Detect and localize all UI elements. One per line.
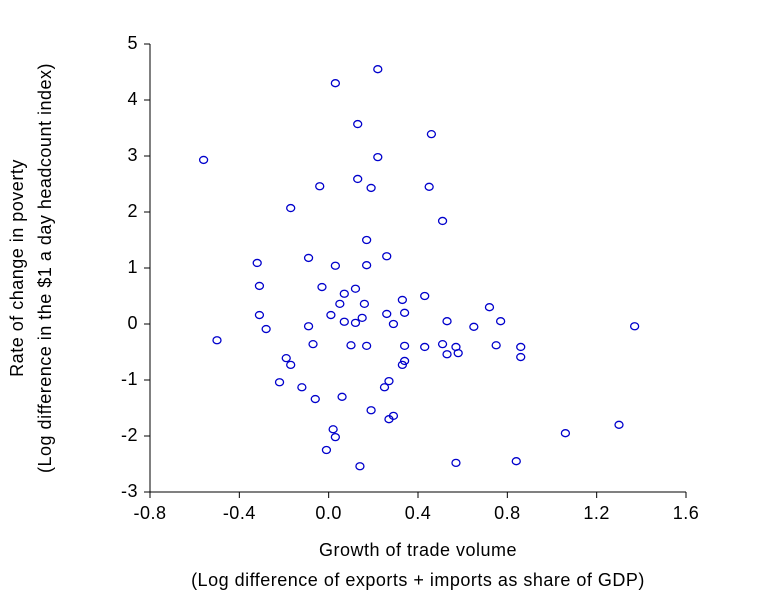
point	[357, 313, 367, 322]
point	[424, 182, 434, 191]
point	[560, 429, 571, 438]
point	[397, 295, 408, 305]
point	[366, 406, 376, 415]
point	[286, 360, 296, 370]
point	[297, 383, 307, 392]
point	[339, 317, 349, 326]
y-axis-subtitle: (Log difference in the $1 a day headcoun…	[35, 63, 55, 473]
x-tick-label: 1.6	[673, 503, 700, 523]
point	[420, 291, 430, 301]
point	[397, 360, 408, 370]
point	[321, 445, 332, 455]
point	[495, 317, 506, 326]
y-tick-label: 3	[127, 145, 138, 165]
x-tick-label: 0.0	[315, 503, 342, 523]
point	[330, 79, 341, 88]
point	[437, 216, 448, 226]
x-axis-title: Growth of trade volume	[319, 540, 517, 560]
point	[315, 182, 325, 191]
point	[330, 261, 341, 270]
x-tick-label: 0.8	[494, 503, 521, 523]
point	[198, 155, 209, 165]
point	[384, 415, 394, 424]
point	[453, 348, 463, 358]
point	[442, 317, 452, 326]
point	[353, 174, 363, 184]
point	[326, 310, 336, 320]
point	[469, 322, 479, 331]
point	[337, 392, 347, 401]
point	[614, 420, 624, 429]
point	[286, 203, 296, 213]
x-tick-label: -0.8	[133, 503, 166, 523]
point	[317, 282, 327, 292]
point	[328, 425, 338, 434]
point	[388, 319, 399, 329]
point	[330, 432, 341, 442]
point	[384, 376, 394, 386]
y-tick-label: 4	[127, 89, 138, 109]
point	[355, 462, 365, 471]
x-tick-label: 0.4	[405, 503, 432, 523]
y-tick-label: -2	[121, 425, 138, 445]
point	[254, 310, 265, 320]
point	[339, 289, 349, 298]
point	[366, 183, 376, 193]
point	[382, 252, 392, 261]
y-tick-label: -3	[121, 481, 138, 501]
point	[252, 258, 262, 268]
point	[516, 352, 526, 362]
point	[254, 281, 265, 291]
x-axis-subtitle: (Log difference of exports + imports as …	[191, 570, 645, 590]
point	[420, 342, 430, 352]
point	[399, 341, 410, 350]
point	[361, 341, 372, 350]
point	[346, 341, 356, 350]
point	[281, 354, 291, 363]
point	[451, 458, 461, 468]
point	[261, 324, 271, 334]
point	[308, 340, 318, 349]
point	[382, 309, 392, 319]
point	[379, 383, 390, 392]
point	[212, 336, 222, 345]
point	[373, 152, 383, 162]
point	[511, 457, 521, 466]
point	[516, 342, 526, 352]
point	[335, 299, 345, 308]
point	[426, 130, 437, 139]
point	[274, 378, 285, 387]
y-tick-label: 5	[127, 33, 138, 53]
y-tick-label: 0	[127, 313, 138, 333]
y-axis-title: Rate of change in poverty	[7, 159, 27, 377]
x-tick-label: -0.4	[223, 503, 256, 523]
x-tick-label: 1.2	[583, 503, 610, 523]
point	[361, 235, 372, 245]
point	[437, 340, 448, 349]
point	[359, 299, 370, 308]
point	[353, 119, 363, 129]
point	[350, 318, 361, 328]
point	[303, 253, 314, 263]
point	[310, 394, 320, 404]
point	[361, 261, 372, 270]
point	[303, 322, 314, 331]
point	[373, 65, 383, 74]
point	[484, 303, 495, 312]
y-tick-label: 2	[127, 201, 138, 221]
point	[399, 356, 410, 366]
point	[399, 308, 410, 317]
point	[442, 350, 452, 359]
y-tick-label: 1	[127, 257, 138, 277]
point	[629, 322, 640, 331]
point	[491, 341, 501, 350]
point	[350, 284, 361, 293]
y-tick-label: -1	[121, 369, 138, 389]
